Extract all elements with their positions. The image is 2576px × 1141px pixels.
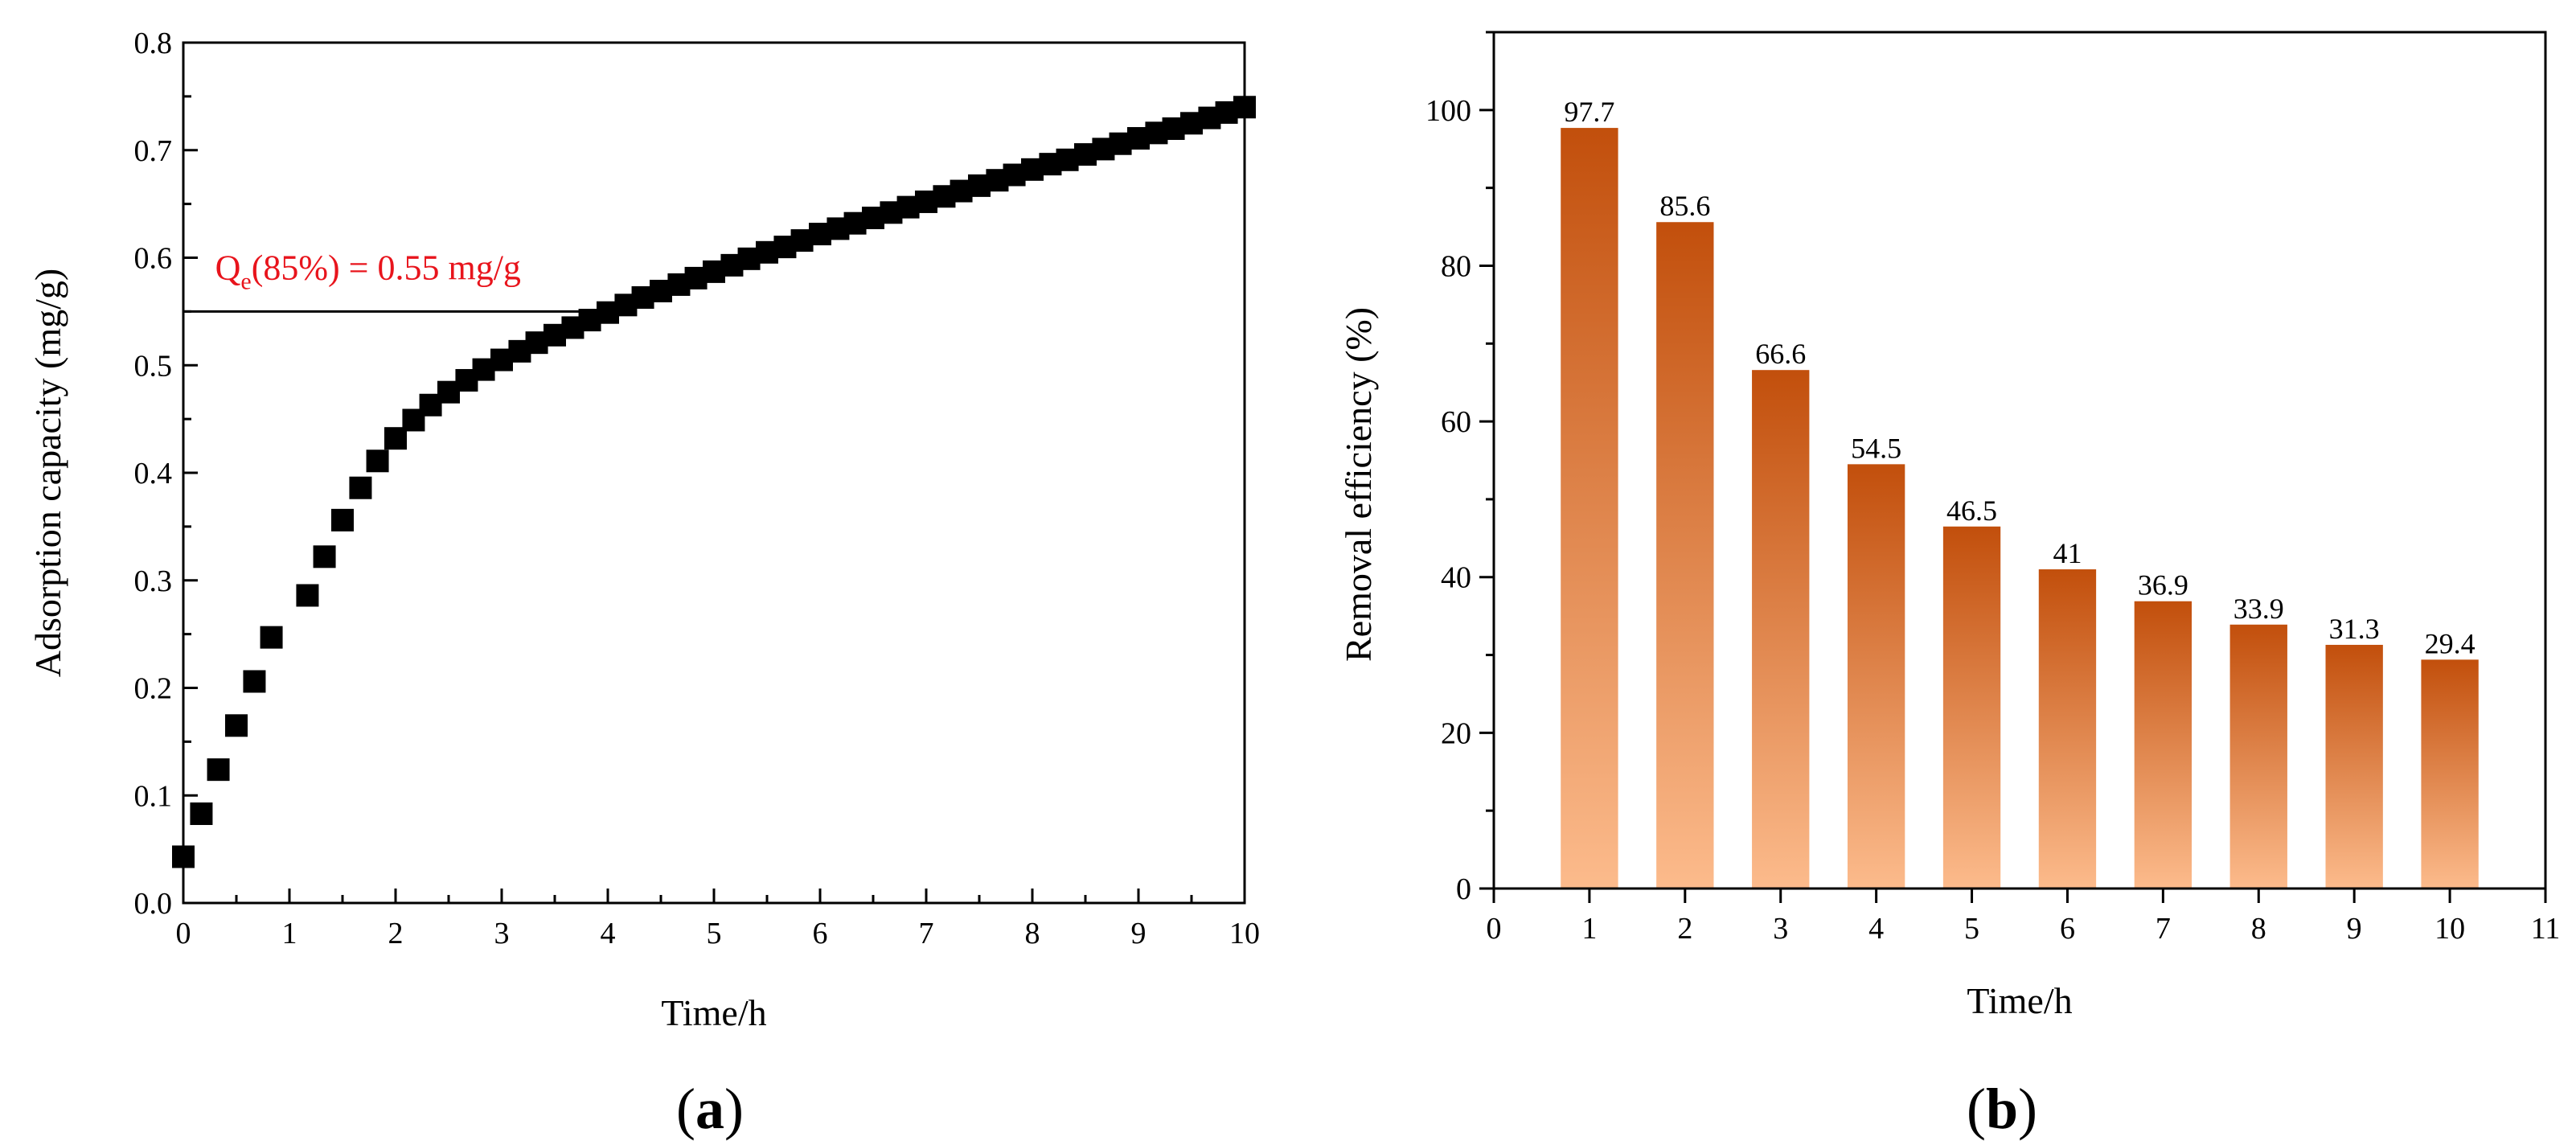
x-tick-label: 6 <box>813 917 828 950</box>
chart-b-ticks: 0 1 2 3 4 5 6 7 8 9 10 11 0 20 40 60 80 100 <box>1425 31 2561 946</box>
bar <box>1847 464 1905 889</box>
x-tick-label: 6 <box>2060 912 2075 946</box>
x-tick-label: 8 <box>1025 917 1040 950</box>
chart-b-marks: 97.7 85.6 66.6 54.5 46.5 41 36.9 33.9 31.3 29.4 <box>1561 96 2479 889</box>
bar <box>2134 601 2192 889</box>
y-tick-label: 0.1 <box>134 779 173 813</box>
y-tick-label: 0.2 <box>134 672 173 706</box>
bar-data-label: 31.3 <box>2329 613 2380 645</box>
bar <box>1561 128 1618 889</box>
data-point <box>207 758 230 782</box>
x-tick-label: 8 <box>2251 912 2266 946</box>
x-tick-label: 0 <box>1487 912 1502 946</box>
y-tick-label: 20 <box>1441 716 1471 750</box>
data-point <box>296 584 319 607</box>
y-tick-label: 0.6 <box>134 242 173 276</box>
chart-a-marks <box>172 96 1256 868</box>
x-tick-label: 4 <box>601 917 616 950</box>
y-tick-label: 80 <box>1441 249 1471 283</box>
x-tick-label: 10 <box>1229 917 1260 950</box>
bar-data-label: 97.7 <box>1564 96 1614 128</box>
panel-label-a-open: ( <box>676 1077 695 1141</box>
x-tick-label: 11 <box>2531 912 2561 946</box>
chart-b-y-axis-title: Removal efficiency (%) <box>1338 307 1379 662</box>
chart-b-plot-frame <box>1492 31 2547 890</box>
y-tick-label: 0 <box>1456 872 1471 906</box>
panel-label-a-letter: a <box>695 1077 724 1141</box>
x-tick-label: 7 <box>2156 912 2171 946</box>
x-tick-label: 7 <box>919 917 934 950</box>
y-tick-label: 0.5 <box>134 349 173 383</box>
annotation-subscript: e <box>240 268 251 294</box>
x-tick-label: 9 <box>1131 917 1146 950</box>
data-point <box>331 508 354 532</box>
bar-data-label: 41 <box>2053 537 2082 569</box>
y-tick-label: 40 <box>1441 561 1471 595</box>
bar-data-label: 54.5 <box>1851 432 1901 464</box>
x-tick-label: 4 <box>1868 912 1884 946</box>
x-tick-label: 10 <box>2434 912 2465 946</box>
data-point <box>225 714 248 737</box>
chart-a-plot-frame <box>182 41 1246 905</box>
data-point <box>243 670 266 693</box>
data-point <box>349 476 372 499</box>
chart-a-y-axis-title: Adsorption capacity (mg/g) <box>27 269 68 677</box>
chart-a: Qe(85%) = 0.55 mg/g 0 1 2 3 4 5 6 7 8 9 10 0.0 0.1 0.… <box>27 27 1260 1141</box>
data-point <box>260 626 283 649</box>
data-point <box>190 802 213 825</box>
bar <box>2421 659 2479 889</box>
y-tick-label: 0.8 <box>134 27 173 60</box>
annotation-prefix: Q <box>215 248 241 287</box>
bar <box>1656 222 1714 889</box>
x-tick-label: 2 <box>1677 912 1692 946</box>
bar-data-label: 85.6 <box>1659 190 1710 222</box>
panel-label-b-close: ) <box>2018 1077 2037 1141</box>
x-tick-label: 3 <box>494 917 510 950</box>
panel-label-a: (a) <box>676 1077 744 1141</box>
x-tick-label: 3 <box>1773 912 1788 946</box>
bar-data-label: 29.4 <box>2425 627 2476 659</box>
bar-data-label: 46.5 <box>1946 495 1997 527</box>
bar <box>2325 644 2383 889</box>
y-tick-label: 60 <box>1441 405 1471 439</box>
chart-a-annotation: Qe(85%) = 0.55 mg/g <box>215 248 521 294</box>
x-tick-label: 9 <box>2347 912 2362 946</box>
bar <box>2229 624 2287 889</box>
annotation-suffix: (85%) = 0.55 mg/g <box>252 248 521 287</box>
x-tick-label: 0 <box>176 917 191 950</box>
x-tick-label: 1 <box>1581 912 1597 946</box>
x-tick-label: 5 <box>707 917 722 950</box>
panel-label-a-close: ) <box>724 1077 744 1141</box>
y-tick-label: 0.0 <box>134 887 173 921</box>
y-tick-label: 100 <box>1425 94 1471 128</box>
x-tick-label: 2 <box>388 917 404 950</box>
bar-data-label: 66.6 <box>1755 338 1806 370</box>
y-tick-label: 0.4 <box>134 457 173 490</box>
panel-label-b-letter: b <box>1986 1077 2018 1141</box>
x-tick-label: 1 <box>282 917 297 950</box>
bar <box>2038 569 2097 889</box>
data-point <box>313 545 336 568</box>
panel-label-b-open: ( <box>1967 1077 1986 1141</box>
bar-data-label: 36.9 <box>2138 569 2188 601</box>
chart-a-ticks: 0 1 2 3 4 5 6 7 8 9 10 0.0 0.1 0.2 0.3 0.4 0.5 0.6 0.7 0.8 <box>134 27 1261 950</box>
data-point <box>366 449 389 473</box>
chart-a-x-axis-title: Time/h <box>661 992 766 1033</box>
bar <box>1942 526 2001 889</box>
y-tick-label: 0.3 <box>134 564 173 598</box>
chart-b-x-axis-title: Time/h <box>1967 980 2072 1021</box>
bar-data-label: 33.9 <box>2233 593 2284 625</box>
panel-label-b: (b) <box>1967 1077 2037 1141</box>
x-tick-label: 5 <box>1964 912 1979 946</box>
y-tick-label: 0.7 <box>134 134 173 168</box>
bar <box>1752 370 1810 889</box>
